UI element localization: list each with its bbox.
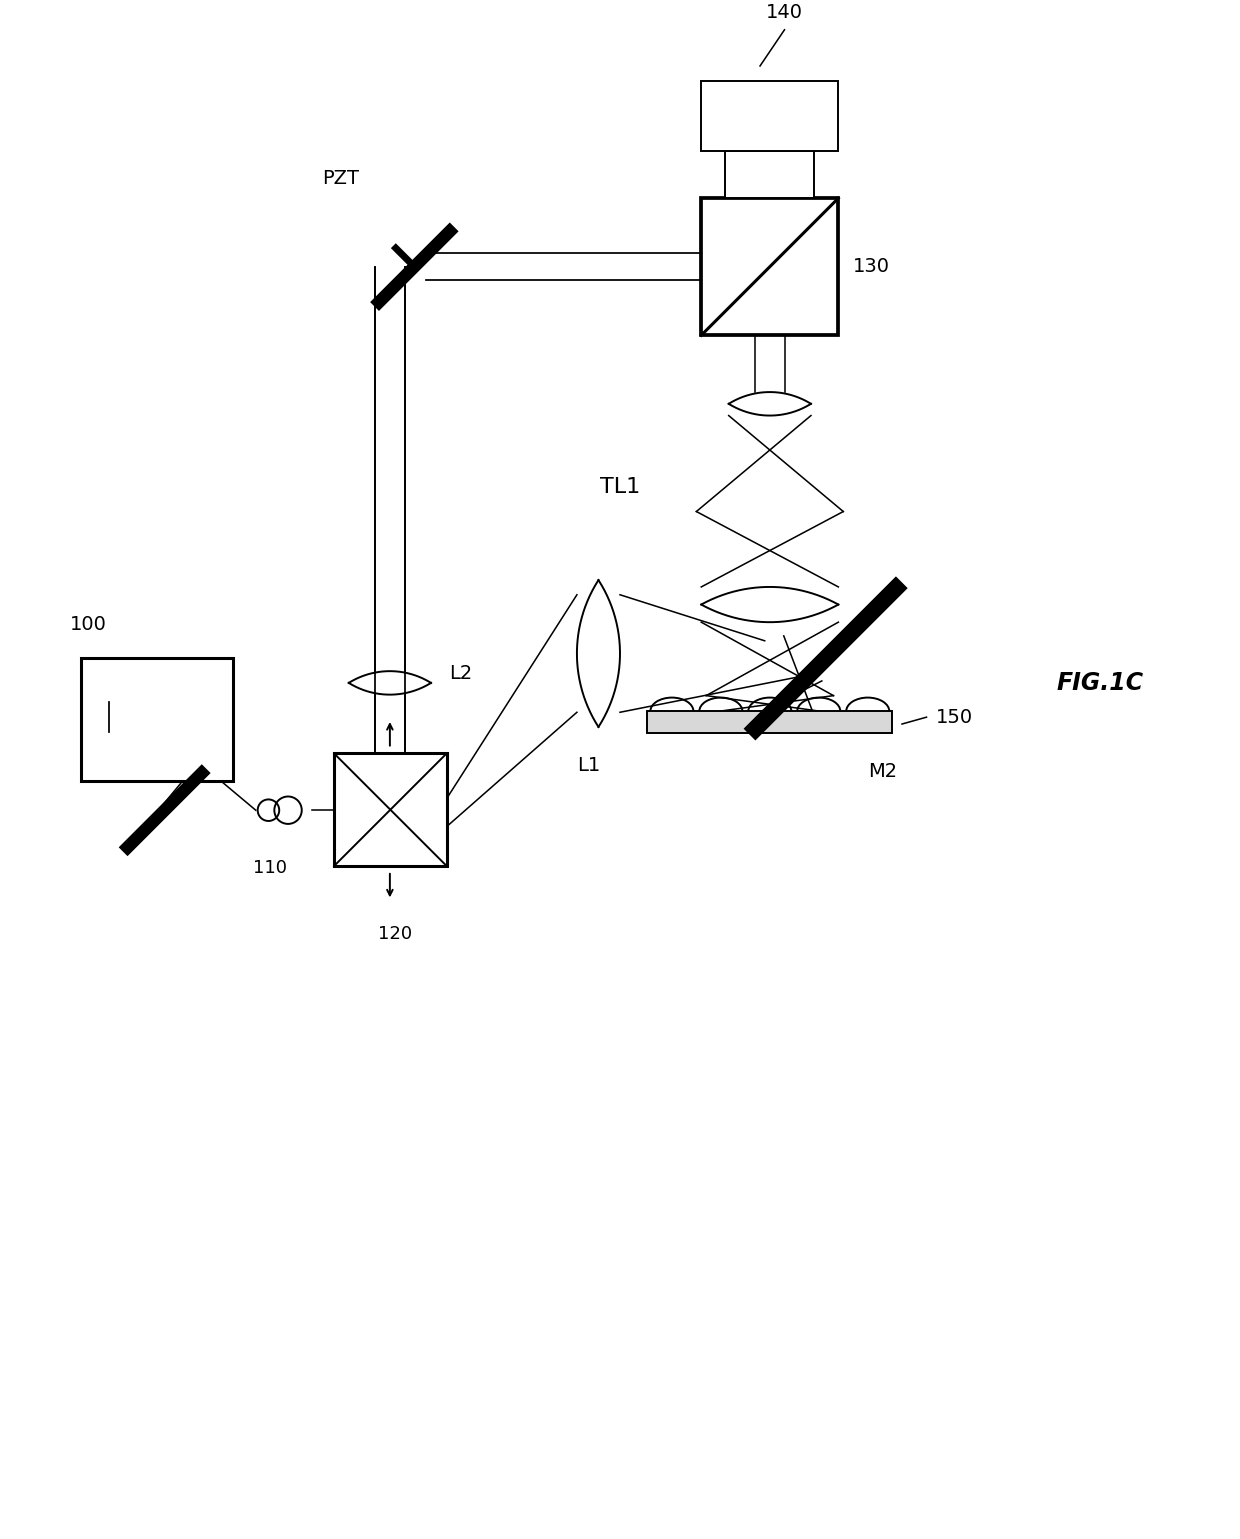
Text: 130: 130: [853, 257, 890, 275]
Bar: [702, 199, 838, 336]
Text: PZT: PZT: [322, 169, 360, 188]
Text: FIG.1C: FIG.1C: [1056, 671, 1143, 696]
Bar: [647, 711, 893, 733]
Bar: [334, 754, 446, 866]
Text: M2: M2: [868, 762, 897, 780]
Text: 120: 120: [378, 925, 412, 943]
Text: 110: 110: [253, 859, 288, 877]
Text: 100: 100: [69, 614, 107, 634]
Text: M1: M1: [97, 745, 125, 763]
Bar: [82, 659, 233, 780]
Bar: [702, 80, 838, 151]
Text: TL1: TL1: [600, 477, 640, 497]
Text: 140: 140: [766, 3, 804, 22]
Text: L2: L2: [449, 663, 472, 683]
Text: L1: L1: [577, 756, 600, 776]
Bar: [724, 151, 813, 199]
Text: 150: 150: [936, 708, 973, 726]
